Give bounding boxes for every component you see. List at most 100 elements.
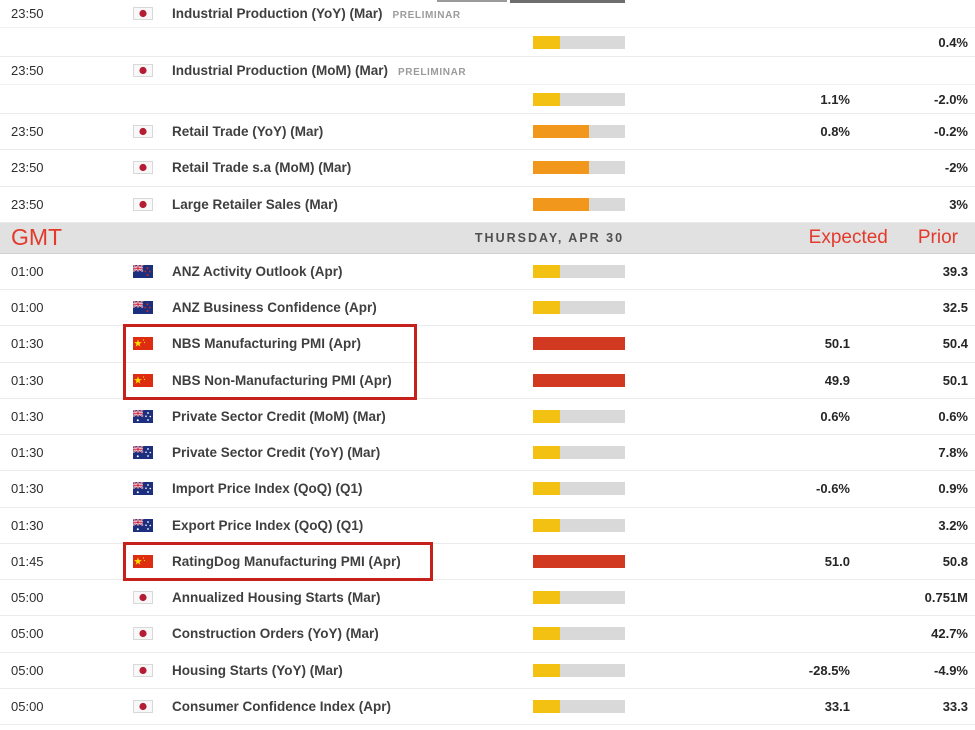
impact-bar-fill — [533, 409, 560, 423]
impact-bar-track — [533, 35, 625, 49]
impact-bar — [533, 35, 625, 49]
flag-australia-icon — [133, 518, 153, 532]
flag-japan-icon — [133, 161, 153, 175]
flag-japan-icon — [133, 627, 153, 641]
prior-value: 50.1 — [942, 372, 968, 388]
prior-value: 0.4% — [938, 34, 968, 50]
impact-bar — [533, 264, 625, 278]
impact-bar — [533, 197, 625, 211]
calendar-row-group[interactable]: 23:50 Industrial Production (YoY) (Mar) P… — [0, 0, 975, 57]
impact-bar-track — [533, 125, 625, 139]
expected-value: -0.6% — [816, 481, 850, 497]
impact-bar-fill — [533, 373, 625, 387]
impact-bar — [533, 554, 625, 568]
expected-value: 1.1% — [820, 91, 850, 107]
calendar-row[interactable]: 01:30 Export Price Index (QoQ) (Q1) 3.2% — [0, 507, 975, 544]
flag-japan-icon — [133, 197, 153, 211]
expected-value: -28.5% — [808, 662, 850, 678]
calendar-row[interactable]: 01:30 Import Price Index (QoQ) (Q1) -0.6… — [0, 471, 975, 508]
cutoff-artifact — [510, 0, 625, 3]
prior-value: 3.2% — [938, 517, 968, 533]
impact-bar-track — [533, 518, 625, 532]
country-flag — [133, 591, 172, 605]
country-flag — [133, 337, 172, 351]
country-flag — [133, 699, 172, 713]
event-time: 23:50 — [11, 160, 44, 176]
event-name: Construction Orders (YoY) (Mar) — [172, 626, 379, 642]
country-flag — [133, 373, 172, 387]
event-name: Industrial Production (MoM) (Mar) PRELIMI… — [172, 63, 467, 78]
calendar-row[interactable]: 01:00 ANZ Business Confidence (Apr) 32.5 — [0, 290, 975, 327]
prior-value: 50.4 — [942, 336, 968, 352]
flag-china-icon — [133, 373, 153, 387]
prior-value: -0.2% — [934, 124, 968, 140]
event-time: 23:50 — [11, 6, 44, 21]
prior-value: 0.6% — [938, 408, 968, 424]
flag-australia-icon — [133, 446, 153, 460]
prior-value: 0.9% — [938, 481, 968, 497]
expected-header: Expected — [808, 226, 888, 248]
impact-bar — [533, 409, 625, 423]
calendar-row[interactable]: 01:30 Private Sector Credit (MoM) (Mar) … — [0, 398, 975, 435]
event-time: 23:50 — [11, 63, 44, 78]
event-time: 05:00 — [11, 626, 44, 642]
impact-bar-track — [533, 197, 625, 211]
impact-bar — [533, 337, 625, 351]
impact-bar-fill — [533, 197, 590, 211]
impact-bar-fill — [533, 337, 625, 351]
calendar-row-title[interactable]: 23:50 Industrial Production (YoY) (Mar) P… — [0, 0, 975, 28]
calendar-row[interactable]: 23:50 Retail Trade s.a (MoM) (Mar) -2% — [0, 150, 975, 187]
country-flag — [133, 125, 172, 139]
event-name: Retail Trade (YoY) (Mar) — [172, 124, 324, 140]
event-name: Private Sector Credit (YoY) (Mar) — [172, 445, 381, 461]
flag-japan-icon — [133, 7, 153, 20]
flag-japan-icon — [133, 125, 153, 139]
impact-bar-fill — [533, 92, 560, 106]
impact-bar-fill — [533, 699, 560, 713]
impact-bar-track — [533, 627, 625, 641]
calendar-row[interactable]: 23:50 Large Retailer Sales (Mar) 3% — [0, 186, 975, 223]
preliminary-tag: PRELIMINAR — [392, 10, 461, 21]
gmt-label: GMT — [11, 224, 63, 251]
event-time: 05:00 — [11, 698, 44, 714]
calendar-row[interactable]: 23:50 Retail Trade (YoY) (Mar) 0.8% -0.2… — [0, 114, 975, 151]
country-flag — [133, 409, 172, 423]
event-time: 01:30 — [11, 517, 44, 533]
impact-bar-track — [533, 92, 625, 106]
calendar-row-group[interactable]: 23:50 Industrial Production (MoM) (Mar) P… — [0, 57, 975, 114]
impact-bar — [533, 591, 625, 605]
expected-value: 50.1 — [824, 336, 850, 352]
calendar-row[interactable]: 01:30 NBS Non-Manufacturing PMI (Apr) 49… — [0, 362, 975, 399]
event-name: NBS Manufacturing PMI (Apr) — [172, 336, 361, 352]
flag-new-zealand-icon — [133, 264, 153, 278]
calendar-row[interactable]: 01:45 RatingDog Manufacturing PMI (Apr) … — [0, 543, 975, 580]
day-header: GMT THURSDAY, APR 30 Expected Prior — [0, 222, 975, 254]
calendar-row[interactable]: 01:00 ANZ Activity Outlook (Apr) 39.3 — [0, 253, 975, 290]
prior-value: 32.5 — [942, 300, 968, 316]
impact-bar — [533, 92, 625, 106]
calendar-row[interactable]: 05:00 Housing Starts (YoY) (Mar) -28.5% … — [0, 652, 975, 689]
preliminary-tag: PRELIMINAR — [397, 67, 467, 78]
expected-value: 33.1 — [824, 698, 850, 714]
flag-japan-icon — [133, 64, 153, 77]
event-time: 23:50 — [11, 124, 44, 140]
event-name: Consumer Confidence Index (Apr) — [172, 698, 392, 714]
impact-bar — [533, 518, 625, 532]
impact-bar-track — [533, 699, 625, 713]
calendar-row[interactable]: 01:30 Private Sector Credit (YoY) (Mar) … — [0, 435, 975, 472]
prior-value: 39.3 — [942, 263, 968, 279]
calendar-row[interactable]: 05:00 Construction Orders (YoY) (Mar) 42… — [0, 616, 975, 653]
event-name: Private Sector Credit (MoM) (Mar) — [172, 408, 386, 424]
calendar-row-title[interactable]: 23:50 Industrial Production (MoM) (Mar) P… — [0, 57, 975, 85]
calendar-row[interactable]: 05:00 Annualized Housing Starts (Mar) 0.… — [0, 580, 975, 617]
impact-bar-fill — [533, 482, 560, 496]
impact-bar — [533, 446, 625, 460]
calendar-row[interactable]: 05:00 Consumer Confidence Index (Apr) 33… — [0, 688, 975, 725]
impact-bar-track — [533, 446, 625, 460]
event-time: 05:00 — [11, 662, 44, 678]
impact-bar-track — [533, 161, 625, 175]
calendar-row[interactable]: 01:30 NBS Manufacturing PMI (Apr) 50.1 5… — [0, 326, 975, 363]
country-flag — [133, 554, 172, 568]
country-flag — [133, 482, 172, 496]
prior-header: Prior — [917, 226, 958, 248]
